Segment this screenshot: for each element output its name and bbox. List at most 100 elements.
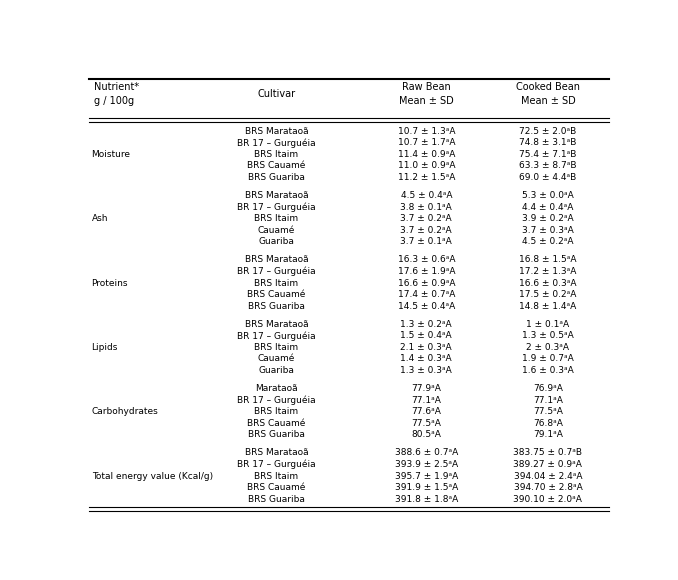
Text: BRS Guariba: BRS Guariba <box>248 173 305 182</box>
Text: 389.27 ± 0.9ᵃA: 389.27 ± 0.9ᵃA <box>513 460 582 469</box>
Text: 395.7 ± 1.9ᵃA: 395.7 ± 1.9ᵃA <box>395 472 458 481</box>
Text: BR 17 – Gurguéia: BR 17 – Gurguéia <box>237 202 316 212</box>
Text: 16.8 ± 1.5ᵃA: 16.8 ± 1.5ᵃA <box>519 255 577 264</box>
Text: 1.9 ± 0.7ᵃA: 1.9 ± 0.7ᵃA <box>522 354 574 364</box>
Text: 69.0 ± 4.4ᵃB: 69.0 ± 4.4ᵃB <box>519 173 576 182</box>
Text: BRS Marataoã: BRS Marataoã <box>245 320 308 329</box>
Text: Nutrient*
g / 100g: Nutrient* g / 100g <box>94 82 140 106</box>
Text: Marataoã: Marataoã <box>255 384 298 393</box>
Text: Lipids: Lipids <box>92 343 118 352</box>
Text: BRS Itaim: BRS Itaim <box>254 472 298 481</box>
Text: 16.6 ± 0.9ᵃA: 16.6 ± 0.9ᵃA <box>397 278 455 288</box>
Text: Moisture: Moisture <box>92 150 131 159</box>
Text: BRS Itaim: BRS Itaim <box>254 278 298 288</box>
Text: 3.7 ± 0.2ᵃA: 3.7 ± 0.2ᵃA <box>401 226 452 235</box>
Text: 394.04 ± 2.4ᵃA: 394.04 ± 2.4ᵃA <box>514 472 582 481</box>
Text: 77.5ᵃA: 77.5ᵃA <box>533 407 563 416</box>
Text: BRS Cauamé: BRS Cauamé <box>247 161 306 171</box>
Text: 1.3 ± 0.3ᵃA: 1.3 ± 0.3ᵃA <box>401 366 452 375</box>
Text: 4.4 ± 0.4ᵃA: 4.4 ± 0.4ᵃA <box>522 202 574 212</box>
Text: BRS Guariba: BRS Guariba <box>248 495 305 504</box>
Text: Cauamé: Cauamé <box>258 354 295 364</box>
Text: BR 17 – Gurguéia: BR 17 – Gurguéia <box>237 331 316 340</box>
Text: Cauamé: Cauamé <box>258 226 295 235</box>
Text: 16.3 ± 0.6ᵃA: 16.3 ± 0.6ᵃA <box>397 255 455 264</box>
Text: BRS Marataoã: BRS Marataoã <box>245 191 308 200</box>
Text: BRS Itaim: BRS Itaim <box>254 407 298 416</box>
Text: Cultivar: Cultivar <box>258 89 296 99</box>
Text: 3.8 ± 0.1ᵃA: 3.8 ± 0.1ᵃA <box>401 202 452 212</box>
Text: 17.2 ± 1.3ᵃA: 17.2 ± 1.3ᵃA <box>519 267 576 276</box>
Text: 11.0 ± 0.9ᵃA: 11.0 ± 0.9ᵃA <box>397 161 455 171</box>
Text: Guariba: Guariba <box>258 366 294 375</box>
Text: 4.5 ± 0.2ᵃA: 4.5 ± 0.2ᵃA <box>522 237 574 246</box>
Text: 4.5 ± 0.4ᵃA: 4.5 ± 0.4ᵃA <box>401 191 452 200</box>
Text: 77.1ᵃA: 77.1ᵃA <box>533 396 563 405</box>
Text: BRS Cauamé: BRS Cauamé <box>247 290 306 299</box>
Text: Guariba: Guariba <box>258 237 294 246</box>
Text: 74.8 ± 3.1ᵃB: 74.8 ± 3.1ᵃB <box>519 138 576 147</box>
Text: 77.5ᵃA: 77.5ᵃA <box>412 419 441 428</box>
Text: 1.4 ± 0.3ᵃA: 1.4 ± 0.3ᵃA <box>401 354 452 364</box>
Text: 1.3 ± 0.2ᵃA: 1.3 ± 0.2ᵃA <box>401 320 452 329</box>
Text: 16.6 ± 0.3ᵃA: 16.6 ± 0.3ᵃA <box>519 278 577 288</box>
Text: 390.10 ± 2.0ᵃA: 390.10 ± 2.0ᵃA <box>513 495 582 504</box>
Text: 1 ± 0.1ᵃA: 1 ± 0.1ᵃA <box>526 320 570 329</box>
Text: 2.1 ± 0.3ᵃA: 2.1 ± 0.3ᵃA <box>401 343 452 352</box>
Text: 76.8ᵃA: 76.8ᵃA <box>533 419 563 428</box>
Text: BRS Cauamé: BRS Cauamé <box>247 483 306 492</box>
Text: BRS Itaim: BRS Itaim <box>254 150 298 159</box>
Text: BR 17 – Gurguéia: BR 17 – Gurguéia <box>237 138 316 147</box>
Text: 393.9 ± 2.5ᵃA: 393.9 ± 2.5ᵃA <box>395 460 458 469</box>
Text: BRS Itaim: BRS Itaim <box>254 214 298 223</box>
Text: 388.6 ± 0.7ᵃA: 388.6 ± 0.7ᵃA <box>395 448 458 458</box>
Text: BRS Marataoã: BRS Marataoã <box>245 448 308 458</box>
Text: Cooked Bean
Mean ± SD: Cooked Bean Mean ± SD <box>516 82 580 106</box>
Text: 75.4 ± 7.1ᵃB: 75.4 ± 7.1ᵃB <box>519 150 576 159</box>
Text: 5.3 ± 0.0ᵃA: 5.3 ± 0.0ᵃA <box>522 191 574 200</box>
Text: 3.7 ± 0.3ᵃA: 3.7 ± 0.3ᵃA <box>522 226 574 235</box>
Text: 10.7 ± 1.7ᵃA: 10.7 ± 1.7ᵃA <box>397 138 455 147</box>
Text: 391.9 ± 1.5ᵃA: 391.9 ± 1.5ᵃA <box>395 483 458 492</box>
Text: Proteins: Proteins <box>92 278 128 288</box>
Text: 3.7 ± 0.2ᵃA: 3.7 ± 0.2ᵃA <box>401 214 452 223</box>
Text: 383.75 ± 0.7ᵃB: 383.75 ± 0.7ᵃB <box>513 448 582 458</box>
Text: 10.7 ± 1.3ᵃA: 10.7 ± 1.3ᵃA <box>397 126 455 136</box>
Text: 72.5 ± 2.0ᵃB: 72.5 ± 2.0ᵃB <box>519 126 576 136</box>
Text: BRS Marataoã: BRS Marataoã <box>245 126 308 136</box>
Text: 17.6 ± 1.9ᵃA: 17.6 ± 1.9ᵃA <box>397 267 455 276</box>
Text: 17.4 ± 0.7ᵃA: 17.4 ± 0.7ᵃA <box>397 290 455 299</box>
Text: 14.8 ± 1.4ᵃA: 14.8 ± 1.4ᵃA <box>519 302 576 311</box>
Text: 3.7 ± 0.1ᵃA: 3.7 ± 0.1ᵃA <box>401 237 452 246</box>
Text: BR 17 – Gurguéia: BR 17 – Gurguéia <box>237 396 316 405</box>
Text: BRS Guariba: BRS Guariba <box>248 302 305 311</box>
Text: BR 17 – Gurguéia: BR 17 – Gurguéia <box>237 460 316 469</box>
Text: 76.9ᵃA: 76.9ᵃA <box>533 384 563 393</box>
Text: 391.8 ± 1.8ᵃA: 391.8 ± 1.8ᵃA <box>395 495 458 504</box>
Text: 17.5 ± 0.2ᵃA: 17.5 ± 0.2ᵃA <box>519 290 576 299</box>
Text: Carbohydrates: Carbohydrates <box>92 407 159 416</box>
Text: 77.9ᵃA: 77.9ᵃA <box>412 384 441 393</box>
Text: BRS Guariba: BRS Guariba <box>248 430 305 440</box>
Text: 394.70 ± 2.8ᵃA: 394.70 ± 2.8ᵃA <box>513 483 582 492</box>
Text: 77.6ᵃA: 77.6ᵃA <box>412 407 441 416</box>
Text: 3.9 ± 0.2ᵃA: 3.9 ± 0.2ᵃA <box>522 214 574 223</box>
Text: 79.1ᵃA: 79.1ᵃA <box>533 430 563 440</box>
Text: 1.3 ± 0.5ᵃA: 1.3 ± 0.5ᵃA <box>522 331 574 340</box>
Text: Raw Bean
Mean ± SD: Raw Bean Mean ± SD <box>399 82 454 106</box>
Text: Ash: Ash <box>92 214 108 223</box>
Text: 2 ± 0.3ᵃA: 2 ± 0.3ᵃA <box>526 343 570 352</box>
Text: BRS Itaim: BRS Itaim <box>254 343 298 352</box>
Text: BRS Cauamé: BRS Cauamé <box>247 419 306 428</box>
Text: 77.1ᵃA: 77.1ᵃA <box>412 396 441 405</box>
Text: BR 17 – Gurguéia: BR 17 – Gurguéia <box>237 267 316 276</box>
Text: 14.5 ± 0.4ᵃA: 14.5 ± 0.4ᵃA <box>398 302 455 311</box>
Text: BRS Marataoã: BRS Marataoã <box>245 255 308 264</box>
Text: 11.4 ± 0.9ᵃA: 11.4 ± 0.9ᵃA <box>397 150 455 159</box>
Text: 63.3 ± 8.7ᵃB: 63.3 ± 8.7ᵃB <box>519 161 577 171</box>
Text: 1.5 ± 0.4ᵃA: 1.5 ± 0.4ᵃA <box>401 331 452 340</box>
Text: 11.2 ± 1.5ᵃA: 11.2 ± 1.5ᵃA <box>397 173 455 182</box>
Text: 1.6 ± 0.3ᵃA: 1.6 ± 0.3ᵃA <box>522 366 574 375</box>
Text: Total energy value (Kcal/g): Total energy value (Kcal/g) <box>92 472 213 481</box>
Text: 80.5ᵃA: 80.5ᵃA <box>412 430 441 440</box>
